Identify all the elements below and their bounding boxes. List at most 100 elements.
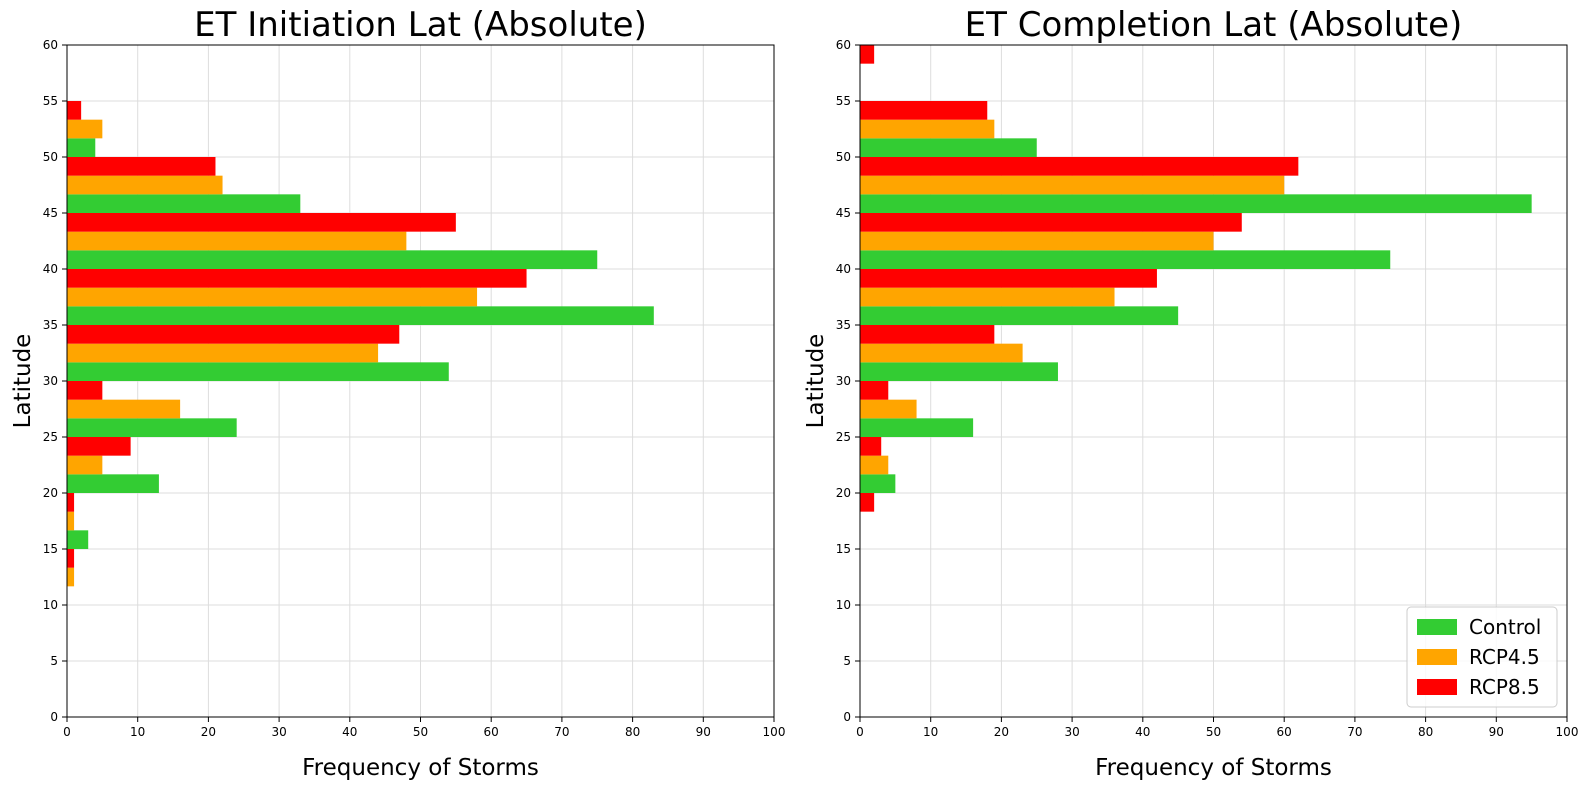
bar-control xyxy=(67,362,449,381)
legend-swatch xyxy=(1417,649,1457,665)
bar-rcp8-5 xyxy=(860,157,1299,176)
x-tick-label: 80 xyxy=(1418,725,1433,739)
y-axis-label: Latitude xyxy=(803,334,829,429)
bar-rcp4-5 xyxy=(860,119,995,139)
bar-rcp8-5 xyxy=(860,269,1157,288)
bar-control xyxy=(67,138,96,157)
chart-panel-initiation: 0 10 20 30 40 50 60 70 80 90 100 0 5 10 15 20 25 30 35 40 45… xyxy=(10,5,785,781)
y-tick-label: 45 xyxy=(836,206,851,220)
y-tick-label: 0 xyxy=(50,710,58,724)
bar-control xyxy=(860,194,1532,213)
bar-rcp4-5 xyxy=(67,119,103,139)
bar-rcp4-5 xyxy=(67,567,75,587)
y-tick-label: 25 xyxy=(836,430,851,444)
x-tick-label: 50 xyxy=(1206,725,1221,739)
x-tick-label: 0 xyxy=(856,725,864,739)
y-tick-label: 10 xyxy=(836,598,851,612)
x-tick-label: 40 xyxy=(342,725,357,739)
bar-rcp8-5 xyxy=(860,213,1242,232)
y-tick-label: 30 xyxy=(836,374,851,388)
x-tick-label: 90 xyxy=(696,725,711,739)
y-tick-label: 30 xyxy=(43,374,58,388)
y-tick-label: 25 xyxy=(43,430,58,444)
x-tick-label: 50 xyxy=(413,725,428,739)
legend-swatch xyxy=(1417,619,1457,635)
y-tick-label: 5 xyxy=(50,654,58,668)
y-tick-label: 60 xyxy=(43,38,58,52)
bar-rcp8-5 xyxy=(67,381,103,400)
bar-rcp8-5 xyxy=(860,101,988,120)
y-tick-label: 50 xyxy=(836,150,851,164)
bar-control xyxy=(860,138,1037,157)
x-tick-label: 30 xyxy=(1064,725,1079,739)
bar-rcp4-5 xyxy=(67,231,407,251)
bar-rcp4-5 xyxy=(860,287,1115,307)
y-tick-label: 55 xyxy=(43,94,58,108)
bar-control xyxy=(67,474,159,493)
bar-rcp4-5 xyxy=(67,511,75,531)
bar-rcp8-5 xyxy=(860,493,875,512)
bar-control xyxy=(860,418,974,437)
x-tick-label: 10 xyxy=(130,725,145,739)
bar-rcp4-5 xyxy=(860,231,1214,251)
bar-rcp8-5 xyxy=(67,157,216,176)
bar-rcp8-5 xyxy=(860,381,889,400)
bar-rcp4-5 xyxy=(67,175,223,195)
bar-rcp4-5 xyxy=(67,287,478,307)
bar-control xyxy=(67,418,237,437)
y-tick-label: 40 xyxy=(43,262,58,276)
chart-title: ET Completion Lat (Absolute) xyxy=(965,5,1463,45)
y-tick-label: 10 xyxy=(43,598,58,612)
bar-rcp8-5 xyxy=(67,437,131,456)
y-tick-label: 55 xyxy=(836,94,851,108)
bar-control xyxy=(860,474,896,493)
legend-label: RCP8.5 xyxy=(1469,675,1540,699)
legend-label: Control xyxy=(1469,615,1541,639)
bar-control xyxy=(67,250,598,269)
y-tick-label: 0 xyxy=(843,710,851,724)
bar-rcp4-5 xyxy=(860,343,1023,363)
y-tick-label: 50 xyxy=(43,150,58,164)
y-tick-label: 35 xyxy=(836,318,851,332)
bar-rcp8-5 xyxy=(860,45,875,64)
y-tick-label: 15 xyxy=(43,542,58,556)
x-axis-label: Frequency of Storms xyxy=(1095,755,1332,781)
bar-rcp8-5 xyxy=(67,213,456,232)
x-tick-label: 10 xyxy=(923,725,938,739)
y-tick-label: 15 xyxy=(836,542,851,556)
chart-title: ET Initiation Lat (Absolute) xyxy=(194,5,647,45)
bar-rcp8-5 xyxy=(67,493,75,512)
x-axis-label: Frequency of Storms xyxy=(302,755,539,781)
bar-control xyxy=(67,306,654,325)
x-tick-label: 70 xyxy=(554,725,569,739)
bar-rcp4-5 xyxy=(860,455,889,475)
y-tick-label: 20 xyxy=(43,486,58,500)
x-tick-label: 100 xyxy=(1556,725,1579,739)
bar-rcp8-5 xyxy=(67,549,75,568)
x-tick-label: 100 xyxy=(763,725,786,739)
legend-label: RCP4.5 xyxy=(1469,645,1540,669)
x-tick-label: 80 xyxy=(625,725,640,739)
bar-control xyxy=(860,362,1058,381)
chart-panel-completion: 0 10 20 30 40 50 60 70 80 90 100 0 5 10 15 20 25 30 35 40 45… xyxy=(803,5,1578,781)
x-tick-label: 30 xyxy=(271,725,286,739)
x-tick-label: 20 xyxy=(201,725,216,739)
x-tick-label: 70 xyxy=(1347,725,1362,739)
bar-rcp4-5 xyxy=(860,399,917,419)
bar-control xyxy=(67,194,301,213)
legend: Control RCP4.5 RCP8.5 xyxy=(1406,606,1558,708)
bar-rcp4-5 xyxy=(860,175,1285,195)
x-tick-label: 0 xyxy=(63,725,71,739)
y-tick-label: 35 xyxy=(43,318,58,332)
y-tick-label: 40 xyxy=(836,262,851,276)
bar-rcp8-5 xyxy=(67,101,82,120)
bar-rcp8-5 xyxy=(67,269,527,288)
bar-rcp4-5 xyxy=(67,399,181,419)
x-tick-label: 60 xyxy=(1277,725,1292,739)
y-tick-label: 45 xyxy=(43,206,58,220)
bar-control xyxy=(860,306,1179,325)
bar-rcp8-5 xyxy=(860,325,995,344)
bar-control xyxy=(860,250,1391,269)
